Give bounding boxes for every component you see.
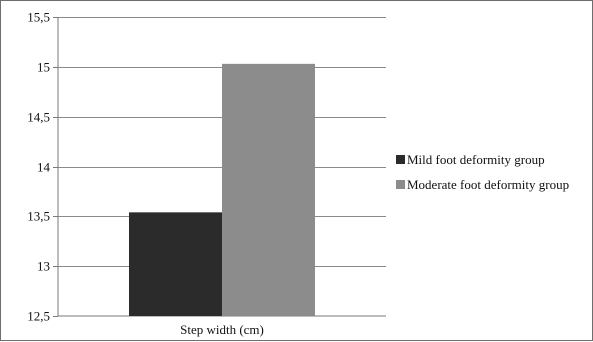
legend-swatch bbox=[396, 180, 405, 189]
y-tick-label: 12,5 bbox=[27, 309, 50, 324]
y-tick-labels: 15,5 15 14,5 14 13,5 13 12,5 bbox=[27, 10, 58, 324]
legend-label: Mild foot deformity group bbox=[407, 152, 545, 167]
bars bbox=[129, 63, 315, 316]
y-tick-label: 14 bbox=[37, 160, 51, 175]
bar-mild-foot-deformity-group bbox=[129, 212, 222, 316]
legend: Mild foot deformity group Moderate foot d… bbox=[396, 152, 569, 192]
y-tick-label: 13 bbox=[37, 259, 50, 274]
x-category-label: Step width (cm) bbox=[180, 322, 264, 337]
legend-label: Moderate foot deformity group bbox=[407, 177, 569, 192]
y-tick-label: 15,5 bbox=[27, 10, 50, 25]
y-tick-label: 15 bbox=[37, 60, 50, 75]
y-tick-label: 14,5 bbox=[27, 110, 50, 125]
legend-swatch bbox=[396, 155, 405, 164]
y-tick-label: 13,5 bbox=[27, 209, 50, 224]
bar-moderate-foot-deformity-group bbox=[222, 63, 315, 316]
